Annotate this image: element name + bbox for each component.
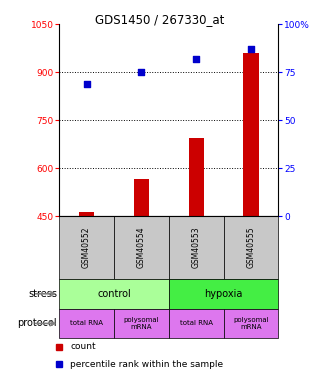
- Point: [139, 69, 144, 75]
- Text: total RNA: total RNA: [70, 320, 103, 326]
- Text: polysomal
mRNA: polysomal mRNA: [233, 317, 269, 330]
- Bar: [169, 279, 278, 309]
- Bar: [134, 179, 149, 216]
- Text: protocol: protocol: [17, 318, 57, 328]
- Bar: [59, 309, 114, 338]
- Bar: [79, 212, 94, 216]
- Point: [248, 46, 253, 52]
- Text: control: control: [97, 289, 131, 299]
- Text: stress: stress: [28, 289, 57, 299]
- Point: [84, 81, 89, 87]
- Text: GDS1450 / 267330_at: GDS1450 / 267330_at: [95, 13, 225, 26]
- Bar: [169, 216, 224, 279]
- Text: count: count: [70, 342, 96, 351]
- Text: GSM40553: GSM40553: [192, 227, 201, 268]
- Bar: [59, 216, 114, 279]
- Text: hypoxia: hypoxia: [204, 289, 243, 299]
- Bar: [224, 216, 278, 279]
- Bar: [114, 216, 169, 279]
- Bar: [224, 309, 278, 338]
- Bar: [169, 309, 224, 338]
- Bar: [114, 309, 169, 338]
- Bar: [243, 53, 259, 216]
- Point: [194, 56, 199, 62]
- Text: GSM40555: GSM40555: [246, 227, 255, 268]
- Bar: [188, 138, 204, 216]
- Text: GSM40552: GSM40552: [82, 227, 91, 268]
- Bar: [59, 279, 169, 309]
- Text: GSM40554: GSM40554: [137, 227, 146, 268]
- Text: polysomal
mRNA: polysomal mRNA: [124, 317, 159, 330]
- Text: percentile rank within the sample: percentile rank within the sample: [70, 360, 223, 369]
- Text: total RNA: total RNA: [180, 320, 213, 326]
